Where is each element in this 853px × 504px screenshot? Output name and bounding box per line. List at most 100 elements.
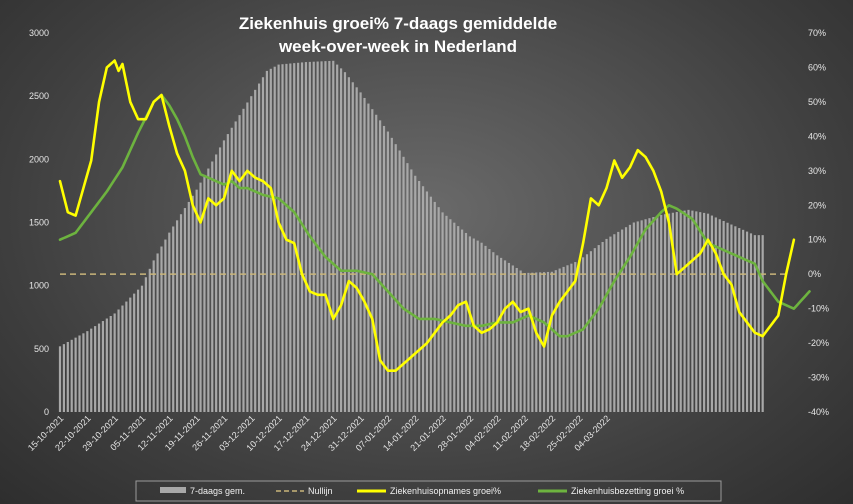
bar bbox=[421, 186, 425, 412]
bar bbox=[550, 271, 553, 412]
bar bbox=[168, 232, 171, 412]
bar bbox=[601, 241, 604, 412]
bar bbox=[289, 63, 292, 412]
bar bbox=[359, 92, 362, 412]
bar bbox=[129, 297, 132, 412]
chart-title-line-2: week-over-week in Nederland bbox=[278, 37, 517, 56]
bar bbox=[371, 109, 374, 412]
y-left-tick-label: 500 bbox=[34, 344, 49, 354]
bar bbox=[160, 246, 163, 412]
bar bbox=[74, 337, 77, 412]
legend: 7-daags gem. Nullijn Ziekenhuisopnames g… bbox=[135, 480, 722, 502]
bar bbox=[671, 212, 674, 412]
bar bbox=[730, 224, 733, 412]
bar bbox=[156, 253, 159, 412]
bar bbox=[183, 208, 187, 412]
y-right-tick-label: -20% bbox=[808, 338, 829, 348]
bar bbox=[199, 182, 202, 412]
bar bbox=[320, 61, 323, 412]
bar bbox=[402, 156, 405, 412]
bar bbox=[761, 235, 764, 412]
bar bbox=[613, 234, 616, 412]
y-right-tick-label: 20% bbox=[808, 200, 826, 210]
bar bbox=[425, 191, 429, 412]
bar bbox=[195, 189, 198, 412]
bar bbox=[656, 216, 659, 412]
bar bbox=[648, 218, 651, 412]
bar bbox=[609, 236, 612, 412]
bar bbox=[347, 77, 350, 412]
bar bbox=[207, 168, 210, 412]
bar bbox=[382, 125, 386, 412]
admissions-growth-line bbox=[58, 59, 796, 372]
bar bbox=[675, 212, 678, 412]
bar bbox=[468, 236, 471, 412]
bar bbox=[484, 245, 487, 412]
bar bbox=[152, 260, 155, 412]
bar bbox=[710, 215, 714, 412]
bar bbox=[269, 68, 272, 412]
bar bbox=[726, 222, 729, 412]
line-series-layer bbox=[58, 59, 811, 372]
bar bbox=[261, 77, 265, 412]
bar bbox=[136, 289, 140, 412]
bar bbox=[418, 180, 421, 412]
y-right-tick-label: 10% bbox=[808, 235, 826, 245]
bar bbox=[113, 313, 116, 412]
bar bbox=[293, 63, 296, 412]
bar bbox=[753, 235, 756, 412]
bar bbox=[492, 252, 495, 412]
bar bbox=[503, 260, 507, 412]
bar bbox=[367, 103, 370, 412]
bar bbox=[464, 232, 468, 412]
bar bbox=[281, 64, 284, 412]
bar bbox=[722, 220, 725, 412]
y-left-tick-label: 0 bbox=[44, 407, 49, 417]
bar bbox=[570, 263, 573, 412]
y-right-tick-label: -10% bbox=[808, 304, 829, 314]
legend-item-bars: 7-daags gem. bbox=[160, 486, 245, 496]
bar bbox=[226, 134, 229, 412]
bar bbox=[265, 70, 268, 413]
bar bbox=[554, 270, 557, 412]
bar bbox=[257, 83, 261, 412]
bar bbox=[636, 221, 639, 412]
bar bbox=[480, 242, 483, 412]
bar bbox=[663, 214, 667, 412]
y-right-tick-label: 70% bbox=[808, 28, 826, 38]
bar bbox=[179, 214, 183, 412]
bar bbox=[441, 212, 444, 412]
bar bbox=[632, 222, 635, 412]
bar bbox=[86, 331, 89, 412]
bar bbox=[66, 341, 69, 412]
bar bbox=[191, 195, 194, 412]
bar bbox=[203, 175, 206, 412]
bar bbox=[242, 108, 245, 413]
bar bbox=[695, 211, 698, 412]
bar bbox=[644, 219, 647, 412]
bar bbox=[734, 226, 737, 412]
bar bbox=[58, 346, 62, 412]
bar bbox=[507, 262, 511, 412]
occupancy-growth-line bbox=[58, 93, 811, 338]
bar bbox=[714, 217, 717, 412]
bar bbox=[254, 89, 257, 412]
y-left-tick-label: 2000 bbox=[29, 154, 49, 164]
legend-item-admissions: Ziekenhuisopnames groei% bbox=[357, 486, 501, 496]
bar bbox=[246, 102, 249, 412]
chart-title-line-1: Ziekenhuis groei% 7-daags gemiddelde bbox=[239, 14, 557, 33]
bar bbox=[277, 64, 280, 412]
y-left-tick-label: 2500 bbox=[29, 91, 49, 101]
bar bbox=[706, 213, 710, 412]
bar bbox=[312, 61, 315, 412]
bar bbox=[97, 323, 101, 412]
bar-series bbox=[58, 60, 764, 413]
bar bbox=[523, 273, 526, 412]
bar bbox=[379, 120, 382, 412]
legend-border bbox=[135, 480, 722, 502]
bar bbox=[558, 268, 561, 412]
legend-label-bars: 7-daags gem. bbox=[190, 486, 245, 496]
y-left-tick-label: 3000 bbox=[29, 28, 49, 38]
bar bbox=[562, 266, 565, 412]
